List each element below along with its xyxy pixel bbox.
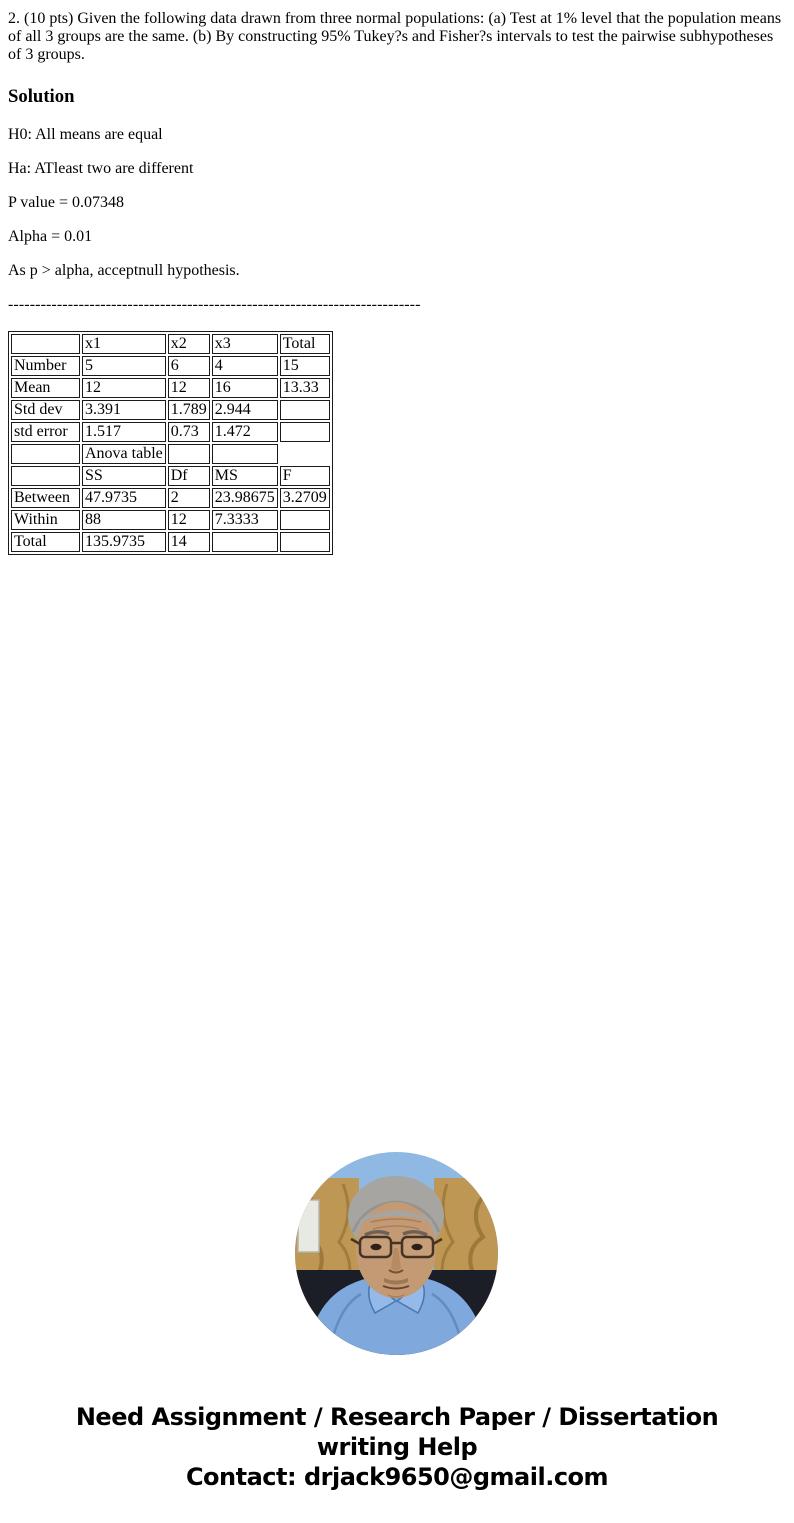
row-label: Between: [11, 488, 80, 508]
table-cell: 5: [82, 356, 166, 376]
table-cell: 2.944: [211, 400, 278, 420]
table-row-stddev: Std dev 3.391 1.789 2.944: [11, 400, 330, 420]
table-cell: 15: [279, 356, 330, 376]
table-cell: 0.73: [167, 422, 210, 442]
footer-contact-email: Contact: drjack9650@gmail.com: [185, 1463, 609, 1491]
table-cell: 23.98675: [211, 488, 278, 508]
column-header-df: Df: [167, 466, 210, 486]
promo-footer: Need Assignment / Research Paper / Disse…: [0, 1402, 794, 1492]
table-cell: 7.3333: [211, 510, 278, 530]
row-label: Number: [11, 356, 80, 376]
dashed-separator: ----------------------------------------…: [8, 296, 421, 313]
column-header-x3: x3: [211, 334, 278, 354]
tutor-portrait-photo: [295, 1152, 498, 1355]
table-row-anova-header: SS Df MS F: [11, 466, 330, 486]
table-cell: 12: [82, 378, 166, 398]
table-row-between: Between 47.9735 2 23.98675 3.2709: [11, 488, 330, 508]
table-cell: 1.472: [211, 422, 278, 442]
table-cell: 13.33: [279, 378, 330, 398]
table-cell: [11, 444, 80, 464]
table-cell: 6: [167, 356, 210, 376]
column-header-ms: MS: [211, 466, 278, 486]
row-label: std error: [11, 422, 80, 442]
table-cell: 14: [167, 532, 210, 552]
corner-cell: [11, 334, 80, 354]
row-label: Within: [11, 510, 80, 530]
table-cell: 47.9735: [82, 488, 166, 508]
column-header-ss: SS: [82, 466, 166, 486]
table-cell: [279, 422, 330, 442]
null-hypothesis-line: H0: All means are equal: [8, 126, 163, 143]
alt-hypothesis-line: Ha: ATleast two are different: [8, 160, 194, 177]
anova-table-label: Anova table: [82, 444, 166, 464]
alpha-line: Alpha = 0.01: [8, 228, 93, 245]
table-cell: [11, 466, 80, 486]
column-header-x1: x1: [82, 334, 166, 354]
footer-help-line1: Need Assignment / Research Paper / Disse…: [75, 1403, 719, 1431]
table-row-anova-title: Anova table: [11, 444, 330, 464]
table-cell: 1.789: [167, 400, 210, 420]
table-cell: [279, 400, 330, 420]
row-label: Mean: [11, 378, 80, 398]
solution-heading: Solution: [8, 86, 75, 107]
table-cell: 3.2709: [279, 488, 330, 508]
table-row-number: Number 5 6 4 15: [11, 356, 330, 376]
table-cell: 1.517: [82, 422, 166, 442]
table-cell: [279, 532, 330, 552]
conclusion-line: As p > alpha, acceptnull hypothesis.: [8, 262, 240, 279]
table-cell: 88: [82, 510, 166, 530]
column-header-total: Total: [279, 334, 330, 354]
column-header-f: F: [279, 466, 330, 486]
table-cell: 4: [211, 356, 278, 376]
table-cell: [211, 532, 278, 552]
p-value-line: P value = 0.07348: [8, 194, 124, 211]
table-cell: 12: [167, 378, 210, 398]
row-label: Std dev: [11, 400, 80, 420]
row-label: Total: [11, 532, 80, 552]
table-cell: 16: [211, 378, 278, 398]
table-row-within: Within 88 12 7.3333: [11, 510, 330, 530]
table-cell: 2: [167, 488, 210, 508]
question-text: 2. (10 pts) Given the following data dra…: [8, 10, 782, 63]
table-cell: [211, 444, 278, 464]
tutor-portrait-illustration: [295, 1152, 498, 1355]
column-header-x2: x2: [167, 334, 210, 354]
table-row-header: x1 x2 x3 Total: [11, 334, 330, 354]
table-cell: 3.391: [82, 400, 166, 420]
table-cell: [167, 444, 210, 464]
table-row-mean: Mean 12 12 16 13.33: [11, 378, 330, 398]
table-row-total: Total 135.9735 14: [11, 532, 330, 552]
anova-summary-table: x1 x2 x3 Total Number 5 6 4 15 Mean 12 1…: [8, 331, 333, 555]
table-cell: 12: [167, 510, 210, 530]
table-cell: 135.9735: [82, 532, 166, 552]
table-row-stderror: std error 1.517 0.73 1.472: [11, 422, 330, 442]
document-content: 2. (10 pts) Given the following data dra…: [0, 0, 794, 555]
table-cell: [279, 510, 330, 530]
footer-help-line2: writing Help: [316, 1433, 478, 1461]
